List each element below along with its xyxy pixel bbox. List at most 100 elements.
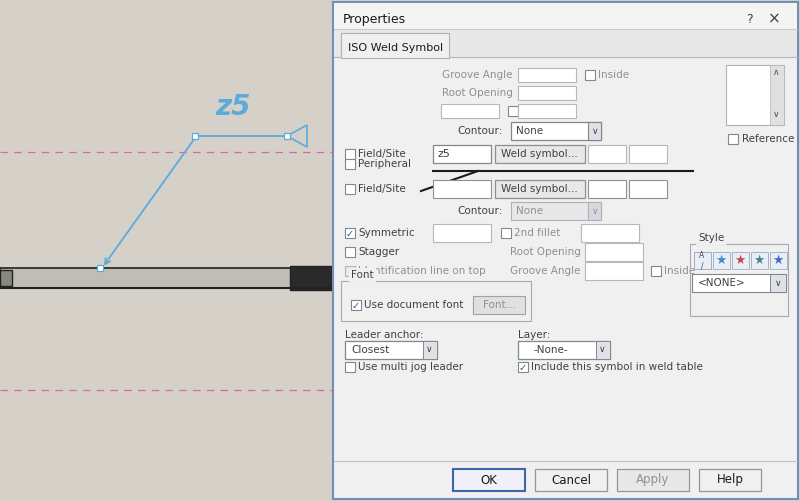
Bar — [351, 300, 361, 310]
Text: ×: × — [768, 12, 781, 27]
Text: Layer:: Layer: — [518, 330, 550, 340]
Text: ∧: ∧ — [773, 68, 780, 77]
Text: None: None — [516, 126, 543, 136]
Text: ✓: ✓ — [352, 301, 360, 311]
Bar — [192, 133, 198, 139]
Text: Weld symbol...: Weld symbol... — [501, 184, 578, 194]
Bar — [770, 65, 784, 125]
Text: Font: Font — [351, 270, 374, 280]
Bar — [345, 341, 437, 359]
Bar — [770, 274, 786, 292]
Text: Apply: Apply — [636, 473, 670, 486]
Bar — [433, 224, 491, 242]
Text: Use multi jog leader: Use multi jog leader — [358, 362, 463, 372]
Text: ★: ★ — [715, 254, 726, 267]
Text: Weld symbol...: Weld symbol... — [501, 149, 578, 159]
Bar — [726, 65, 784, 125]
Text: ∨: ∨ — [774, 279, 782, 288]
Bar — [433, 145, 491, 163]
Text: Contour:: Contour: — [458, 126, 503, 136]
Text: ∨: ∨ — [773, 110, 780, 119]
Bar — [97, 265, 103, 271]
Bar — [518, 341, 610, 359]
Bar — [334, 3, 797, 29]
Text: ?: ? — [746, 13, 753, 26]
Text: z5: z5 — [438, 149, 451, 159]
Bar — [585, 70, 595, 80]
Bar — [588, 145, 626, 163]
Text: Inside: Inside — [664, 266, 695, 276]
Text: Contour:: Contour: — [458, 206, 503, 216]
Bar — [535, 469, 607, 491]
Bar — [284, 133, 290, 139]
Bar — [341, 33, 449, 58]
Bar — [433, 180, 491, 198]
Bar — [518, 68, 576, 82]
Bar — [588, 202, 601, 220]
Text: ∨: ∨ — [592, 206, 598, 215]
Text: Help: Help — [717, 473, 743, 486]
Bar — [345, 149, 355, 159]
Bar — [692, 274, 786, 292]
Text: Root Opening: Root Opening — [442, 88, 513, 98]
Bar — [495, 180, 585, 198]
Text: ★: ★ — [754, 254, 765, 267]
Text: ✓: ✓ — [346, 229, 354, 239]
Bar — [334, 29, 797, 57]
Bar — [596, 341, 610, 359]
Text: ✓: ✓ — [519, 363, 527, 373]
Text: z5: z5 — [215, 93, 250, 121]
Bar — [694, 252, 711, 269]
Bar — [333, 2, 798, 499]
Bar — [732, 252, 749, 269]
Bar — [751, 252, 768, 269]
Text: Properties: Properties — [343, 13, 406, 26]
Bar — [345, 228, 355, 238]
Text: Closest: Closest — [351, 345, 390, 355]
Text: ★: ★ — [772, 254, 784, 267]
Bar — [501, 228, 511, 238]
Bar — [728, 134, 738, 144]
Bar — [508, 106, 518, 116]
Text: None: None — [516, 206, 543, 216]
Bar — [473, 296, 525, 314]
Bar — [511, 202, 601, 220]
Text: ∨: ∨ — [426, 346, 432, 355]
Bar — [694, 252, 711, 269]
Text: Reference: Reference — [742, 134, 794, 144]
Bar — [441, 104, 499, 118]
Bar — [0, 270, 12, 286]
Text: OK: OK — [481, 473, 498, 486]
Text: Field/Site: Field/Site — [358, 149, 406, 159]
Bar — [690, 244, 788, 316]
Bar — [588, 180, 626, 198]
Bar — [518, 86, 576, 100]
Text: Inside: Inside — [598, 70, 629, 80]
Text: 2nd fillet: 2nd fillet — [521, 106, 567, 116]
Bar — [585, 262, 643, 280]
Bar — [345, 247, 355, 257]
Text: Cancel: Cancel — [551, 473, 591, 486]
Text: Font...: Font... — [482, 300, 515, 310]
Bar — [629, 180, 667, 198]
Text: Groove Angle: Groove Angle — [510, 266, 581, 276]
Text: ∨: ∨ — [598, 346, 606, 355]
Text: Root Opening: Root Opening — [510, 247, 581, 257]
Bar — [290, 266, 334, 290]
Bar — [518, 104, 576, 118]
Text: Symmetric: Symmetric — [358, 228, 414, 238]
Text: -None-: -None- — [533, 345, 568, 355]
Text: Stagger: Stagger — [358, 247, 399, 257]
Text: A
/: A / — [699, 252, 705, 271]
Bar — [617, 469, 689, 491]
Bar — [629, 145, 667, 163]
Bar — [511, 122, 601, 140]
Bar — [345, 159, 355, 169]
Text: Field/Site: Field/Site — [358, 184, 406, 194]
Bar — [345, 266, 355, 276]
Text: Peripheral: Peripheral — [358, 159, 411, 169]
Bar — [345, 362, 355, 372]
Text: Groove Angle: Groove Angle — [442, 70, 513, 80]
Text: Style: Style — [698, 233, 724, 243]
Bar — [770, 252, 787, 269]
